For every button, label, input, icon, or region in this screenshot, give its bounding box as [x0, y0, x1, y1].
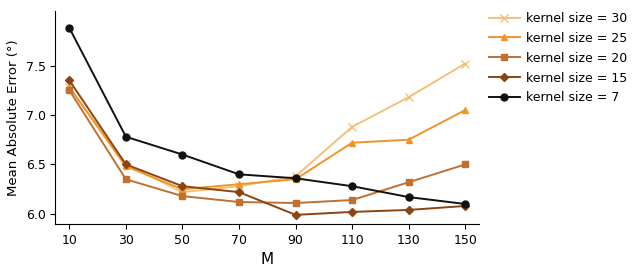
kernel size = 25 [461, 109, 469, 112]
kernel size = 30 [179, 190, 186, 194]
kernel size = 20 [65, 89, 73, 92]
Line: kernel size = 20: kernel size = 20 [66, 87, 468, 207]
kernel size = 20 [292, 201, 300, 205]
Line: kernel size = 25: kernel size = 25 [66, 84, 468, 193]
kernel size = 7 [122, 135, 130, 138]
kernel size = 7 [179, 153, 186, 156]
kernel size = 15 [405, 208, 413, 212]
kernel size = 30 [65, 86, 73, 89]
kernel size = 30 [461, 62, 469, 65]
kernel size = 7 [292, 177, 300, 180]
Line: kernel size = 30: kernel size = 30 [65, 59, 469, 196]
kernel size = 15 [122, 163, 130, 166]
kernel size = 25 [292, 178, 300, 181]
kernel size = 20 [461, 163, 469, 166]
X-axis label: M: M [260, 252, 274, 267]
kernel size = 20 [122, 178, 130, 181]
Legend: kernel size = 30, kernel size = 25, kernel size = 20, kernel size = 15, kernel s: kernel size = 30, kernel size = 25, kern… [484, 7, 632, 109]
kernel size = 15 [292, 213, 300, 216]
kernel size = 30 [405, 96, 413, 99]
Line: kernel size = 15: kernel size = 15 [67, 78, 468, 218]
kernel size = 15 [348, 210, 356, 213]
kernel size = 15 [179, 185, 186, 188]
kernel size = 15 [235, 190, 243, 194]
kernel size = 25 [122, 165, 130, 168]
kernel size = 25 [405, 138, 413, 141]
kernel size = 25 [65, 86, 73, 89]
kernel size = 25 [348, 141, 356, 144]
kernel size = 20 [235, 200, 243, 204]
kernel size = 30 [122, 163, 130, 166]
kernel size = 7 [348, 185, 356, 188]
kernel size = 30 [292, 175, 300, 178]
kernel size = 7 [235, 173, 243, 176]
kernel size = 25 [235, 182, 243, 186]
kernel size = 7 [461, 202, 469, 206]
kernel size = 20 [179, 195, 186, 198]
kernel size = 30 [235, 185, 243, 188]
kernel size = 15 [461, 204, 469, 208]
kernel size = 30 [348, 125, 356, 129]
kernel size = 25 [179, 187, 186, 191]
kernel size = 7 [65, 26, 73, 30]
Y-axis label: Mean Absolute Error (°): Mean Absolute Error (°) [7, 39, 20, 196]
Line: kernel size = 7: kernel size = 7 [66, 24, 468, 207]
kernel size = 20 [405, 181, 413, 184]
kernel size = 20 [348, 198, 356, 202]
kernel size = 15 [65, 79, 73, 82]
kernel size = 7 [405, 195, 413, 199]
